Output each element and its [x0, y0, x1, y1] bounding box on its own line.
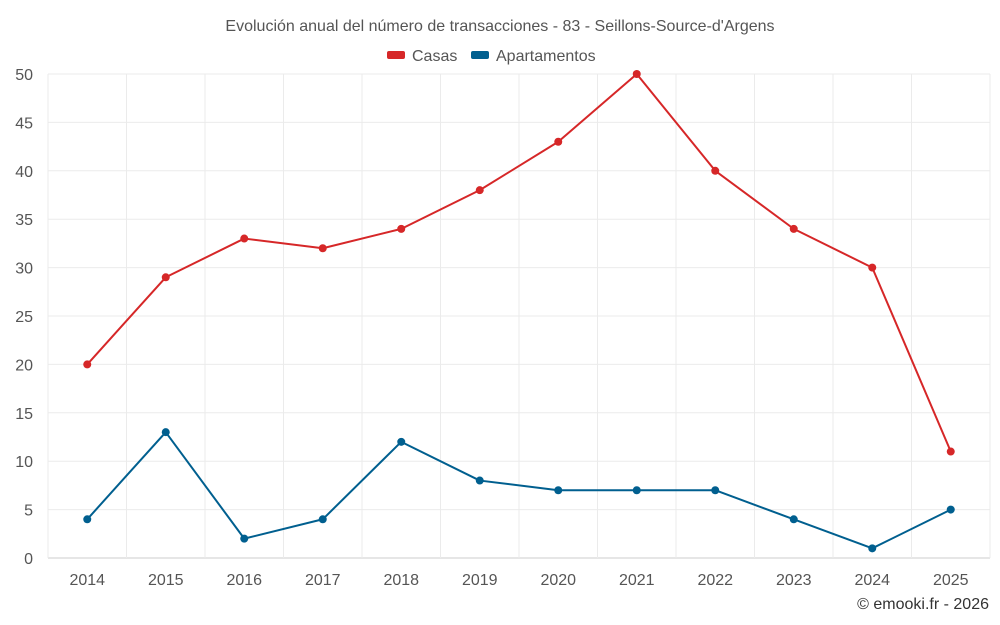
y-tick-label: 45: [15, 115, 33, 132]
y-tick-label: 5: [24, 503, 33, 520]
y-axis-ticks: 0 5 10 15 20 25 30 35 40 45 50: [15, 67, 33, 568]
y-tick-label: 10: [15, 454, 33, 471]
x-grid: [47, 74, 991, 558]
data-point-casas[interactable]: [632, 70, 641, 78]
data-point-casas[interactable]: [946, 447, 955, 456]
x-tick-label: 2022: [697, 572, 733, 589]
x-tick-label: 2014: [69, 572, 105, 589]
data-point-apartamentos[interactable]: [789, 515, 798, 524]
y-tick-label: 20: [15, 357, 33, 374]
data-point-casas[interactable]: [475, 186, 484, 195]
legend-label-apartamentos: Apartamentos: [496, 48, 596, 65]
data-point-apartamentos[interactable]: [240, 534, 249, 543]
data-point-apartamentos[interactable]: [318, 515, 327, 524]
legend: Casas Apartamentos: [387, 48, 596, 65]
series-line-apartamentos: [86, 431, 952, 550]
series-casas: [83, 70, 955, 456]
data-point-apartamentos[interactable]: [554, 486, 563, 495]
x-tick-label: 2024: [854, 572, 890, 589]
series-layer: [83, 70, 955, 553]
x-tick-label: 2016: [226, 572, 262, 589]
y-tick-label: 25: [15, 309, 33, 326]
legend-item-apartamentos[interactable]: Apartamentos: [471, 48, 596, 65]
data-point-apartamentos[interactable]: [397, 437, 406, 446]
data-point-apartamentos[interactable]: [711, 486, 720, 495]
series-apartamentos: [83, 428, 955, 553]
y-tick-label: 50: [15, 67, 33, 84]
data-point-casas[interactable]: [83, 360, 92, 369]
x-tick-label: 2023: [776, 572, 812, 589]
y-tick-label: 35: [15, 212, 33, 229]
data-point-apartamentos[interactable]: [946, 505, 955, 514]
chart-title: Evolución anual del número de transaccio…: [225, 18, 774, 35]
legend-item-casas[interactable]: Casas: [387, 48, 457, 65]
data-point-apartamentos[interactable]: [83, 515, 92, 524]
y-tick-label: 15: [15, 406, 33, 423]
data-point-casas[interactable]: [868, 263, 877, 272]
series-line-casas: [86, 73, 952, 452]
x-tick-label: 2019: [462, 572, 498, 589]
data-point-casas[interactable]: [397, 224, 406, 233]
y-tick-label: 0: [24, 551, 33, 568]
x-tick-label: 2020: [540, 572, 576, 589]
data-point-apartamentos[interactable]: [475, 476, 484, 485]
y-tick-label: 30: [15, 261, 33, 278]
y-tick-label: 40: [15, 164, 33, 181]
data-point-casas[interactable]: [711, 166, 720, 175]
x-tick-label: 2018: [383, 572, 419, 589]
data-point-casas[interactable]: [240, 234, 249, 243]
data-point-apartamentos[interactable]: [161, 428, 170, 437]
legend-label-casas: Casas: [412, 48, 457, 65]
data-point-casas[interactable]: [789, 224, 798, 233]
x-axis-ticks: 2014 2015 2016 2017 2018 2019 2020 2021 2022 2023…: [69, 572, 968, 589]
x-tick-label: 2021: [619, 572, 655, 589]
data-point-apartamentos[interactable]: [868, 544, 877, 553]
x-tick-label: 2015: [148, 572, 184, 589]
credit-text: © emooki.fr - 2026: [857, 596, 989, 613]
legend-swatch-casas: [387, 51, 405, 59]
x-tick-label: 2025: [933, 572, 969, 589]
data-point-apartamentos[interactable]: [632, 486, 641, 495]
data-point-casas[interactable]: [554, 137, 563, 146]
x-tick-label: 2017: [305, 572, 341, 589]
data-point-casas[interactable]: [318, 244, 327, 253]
data-point-casas[interactable]: [161, 273, 170, 282]
legend-swatch-apartamentos: [471, 51, 489, 59]
